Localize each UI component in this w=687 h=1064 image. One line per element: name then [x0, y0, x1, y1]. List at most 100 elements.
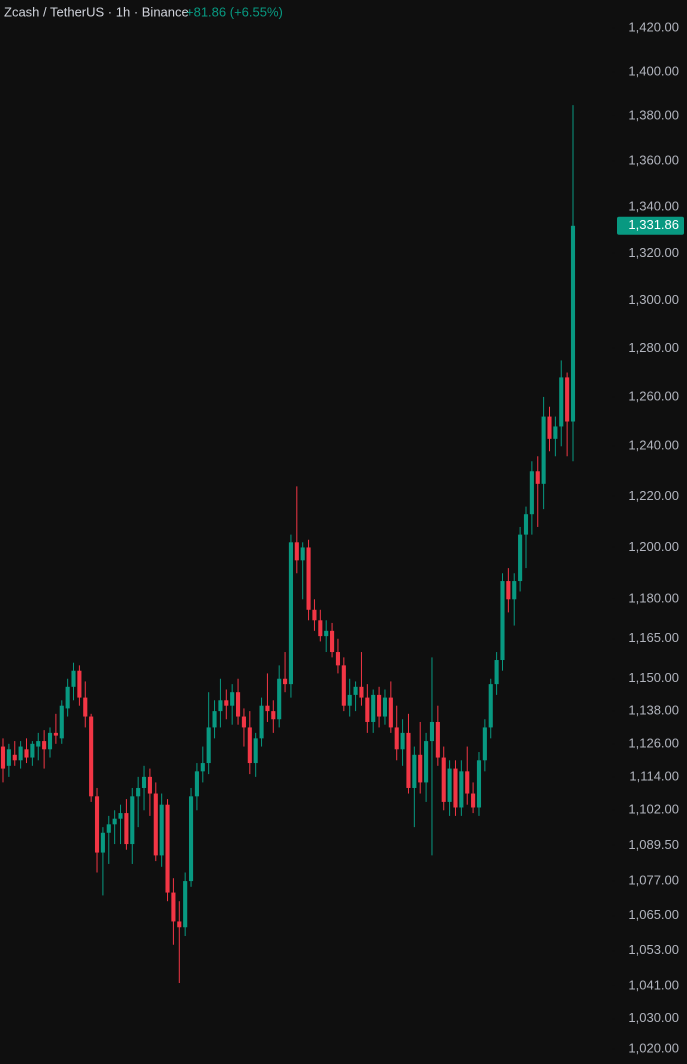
- candle-body: [312, 609, 317, 621]
- candle-body: [12, 754, 17, 761]
- candle-body: [365, 697, 370, 722]
- y-tick-label: 1,030.00: [628, 1010, 679, 1025]
- y-tick-label: 1,114.00: [629, 768, 679, 783]
- candle-body: [212, 711, 217, 728]
- candle-body: [547, 416, 552, 439]
- y-tick-label: 1,126.00: [628, 735, 679, 750]
- candle-body: [153, 793, 158, 856]
- candle-body: [435, 721, 440, 758]
- candle-body: [271, 711, 276, 720]
- candle-body: [441, 757, 446, 802]
- y-tick-label: 1,420.00: [628, 20, 679, 35]
- candle-body: [377, 694, 382, 717]
- candle-body: [359, 686, 364, 698]
- candle-body: [77, 670, 82, 698]
- candle-body: [218, 700, 223, 712]
- candle-body: [506, 581, 511, 600]
- candle-body: [459, 771, 464, 808]
- candle-body: [53, 732, 58, 736]
- candle-body: [565, 377, 570, 422]
- candle-body: [94, 796, 100, 853]
- candle-body: [24, 749, 29, 758]
- candle-body: [6, 749, 11, 766]
- y-tick-label: 1,065.00: [628, 907, 679, 922]
- y-tick-label: 1,041.00: [628, 977, 679, 992]
- candle-body: [412, 754, 417, 788]
- y-tick-label: 1,165.00: [628, 630, 679, 645]
- candle-body: [476, 760, 482, 808]
- candle-body: [71, 670, 76, 687]
- candle-body: [330, 630, 335, 653]
- y-tick-label: 1,180.00: [628, 591, 679, 606]
- candle-body: [171, 892, 176, 922]
- candle-body: [294, 542, 299, 561]
- y-tick-label: 1,200.00: [628, 539, 679, 554]
- candle-body: [482, 727, 487, 761]
- candle-body: [523, 514, 529, 535]
- price-change: +81.86 (+6.55%): [186, 4, 283, 19]
- candle-body: [324, 630, 329, 637]
- candle-body: [541, 416, 546, 484]
- candle-body: [59, 705, 64, 739]
- y-tick-label: 1,300.00: [628, 292, 679, 307]
- candle-body: [400, 732, 405, 750]
- candle-body: [341, 665, 346, 706]
- candle-body: [165, 804, 170, 893]
- y-tick-label: 1,280.00: [628, 340, 679, 355]
- y-tick-label: 1,150.00: [628, 670, 679, 685]
- candle-body: [388, 697, 393, 728]
- candle-body: [247, 727, 252, 764]
- candle-body: [418, 754, 423, 783]
- candle-body: [559, 377, 564, 427]
- candle-body: [235, 692, 241, 717]
- y-tick-label: 1,400.00: [628, 63, 679, 78]
- y-tick-label: 1,102.00: [628, 802, 679, 817]
- candle-body: [147, 776, 152, 794]
- candle-body: [518, 534, 523, 582]
- candle-body: [277, 678, 282, 720]
- candle-body: [259, 705, 264, 739]
- candle-body: [241, 716, 246, 728]
- candle-body: [124, 813, 129, 845]
- candle-body: [288, 542, 293, 685]
- candle-body: [47, 732, 53, 750]
- candle-body: [159, 804, 164, 856]
- candle-body: [283, 678, 288, 685]
- candle-body: [194, 771, 199, 797]
- candle-body: [177, 921, 182, 928]
- candle-body: [183, 881, 188, 928]
- candle-body: [535, 471, 540, 484]
- candle-body: [371, 694, 376, 722]
- candle-body: [406, 732, 411, 788]
- candle-body: [494, 660, 499, 685]
- candle-body: [394, 727, 399, 750]
- candle-body: [453, 768, 458, 808]
- candle-body: [306, 547, 311, 610]
- candle-body: [36, 741, 41, 747]
- candle-body: [42, 741, 47, 750]
- candle-body: [500, 581, 505, 661]
- chart-title: Zcash / TetherUS · 1h · Binance: [4, 4, 189, 19]
- candle-body: [353, 686, 358, 695]
- y-tick-label: 1,020.00: [628, 1040, 679, 1055]
- candle-body: [141, 776, 147, 788]
- y-tick-label: 1,320.00: [628, 245, 679, 260]
- candle-body: [83, 697, 88, 717]
- candle-body: [18, 746, 23, 761]
- candle-body: [347, 694, 352, 706]
- candle-body: [512, 581, 517, 600]
- candle-body: [136, 787, 141, 797]
- y-tick-label: 1,089.50: [628, 837, 679, 852]
- candle-body: [471, 793, 476, 808]
- candle-body: [529, 471, 534, 515]
- candle-body: [300, 547, 305, 561]
- candle-body: [424, 741, 429, 783]
- candle-body: [118, 813, 123, 819]
- candle-body: [206, 727, 211, 764]
- candle-body: [265, 705, 270, 712]
- y-tick-label: 1,240.00: [628, 438, 679, 453]
- candle-body: [188, 796, 194, 882]
- candle-body: [429, 721, 435, 742]
